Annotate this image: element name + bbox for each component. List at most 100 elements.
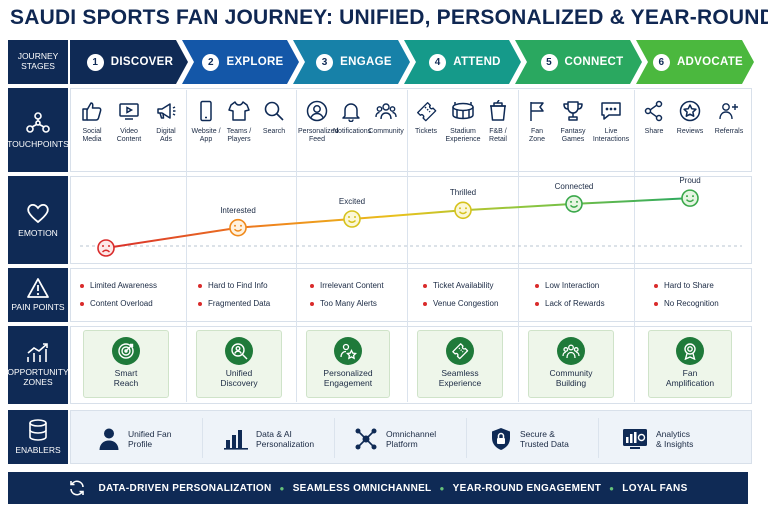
footer-banner: DATA-DRIVEN PERSONALIZATION ● SEAMLESS O… bbox=[8, 472, 748, 504]
bell-icon bbox=[342, 103, 360, 122]
stage-engage: 3 ENGAGE bbox=[303, 40, 405, 84]
opportunity-label: Smart Reach bbox=[113, 368, 139, 388]
stage-connect: 5 CONNECT bbox=[527, 40, 637, 84]
pain-point: Lack of Rewards bbox=[535, 299, 605, 308]
stage-advocate: 6 ADVOCATE bbox=[648, 40, 748, 84]
touchpoint-label: Social Media bbox=[82, 128, 102, 144]
sad-face-icon bbox=[97, 239, 115, 257]
stage-number: 6 bbox=[652, 53, 670, 71]
ticket-icon bbox=[452, 343, 469, 360]
stage-number: 3 bbox=[316, 53, 334, 71]
pain-point-text: Too Many Alerts bbox=[320, 299, 377, 308]
stage-label: ADVOCATE bbox=[676, 56, 744, 68]
group-icon bbox=[562, 344, 580, 359]
touchpoint-label: Notifications bbox=[333, 128, 372, 135]
stage-arrow-advocate bbox=[636, 40, 754, 84]
touchpoint-share: Share bbox=[636, 100, 672, 136]
user-icon bbox=[99, 428, 119, 450]
network-nodes-icon bbox=[26, 112, 50, 133]
touchpoint-fantasy-games: Fantasy Games bbox=[555, 100, 591, 145]
touchpoint-fb-retail: F&B / Retail bbox=[480, 100, 516, 145]
emotion-label: Connected bbox=[554, 181, 594, 191]
stage-arrow-connect bbox=[515, 40, 642, 84]
pain-point: Hard to Share bbox=[654, 281, 714, 290]
touchpoint-video-content: Video Content bbox=[111, 100, 147, 145]
emotion-curve bbox=[80, 189, 742, 257]
pain-point-text: Ticket Availability bbox=[433, 281, 494, 290]
pain-point: Venue Congestion bbox=[423, 299, 498, 308]
row-label-text: TOUCHPOINTS bbox=[7, 139, 69, 150]
touchpoint-live-interactions: Live Interactions bbox=[591, 100, 631, 145]
pain-point: Low Interaction bbox=[535, 281, 599, 290]
touchpoint-label: Fan Zone bbox=[529, 128, 545, 144]
stage-arrow-explore bbox=[182, 40, 299, 84]
page-title: SAUDI SPORTS FAN JOURNEY: UNIFIED, PERSO… bbox=[10, 6, 768, 29]
opportunity-community-building: Community Building bbox=[528, 330, 614, 398]
award-icon bbox=[684, 343, 696, 360]
opportunity-smart-reach: Smart Reach bbox=[83, 330, 169, 398]
row-label-emotion: EMOTION bbox=[8, 176, 68, 264]
enabler-label: Data & AI Personalization bbox=[256, 428, 315, 449]
pain-point-text: Irrelevant Content bbox=[320, 281, 384, 290]
smile-face-icon bbox=[454, 201, 472, 220]
stage-attend: 4 ATTEND bbox=[414, 40, 516, 84]
emotion-panel bbox=[70, 176, 752, 264]
stage-arrow-discover bbox=[70, 40, 188, 84]
touchpoint-label: Community bbox=[368, 128, 404, 135]
row-label-enablers: ENABLERS bbox=[8, 410, 68, 464]
touchpoint-label: Reviews bbox=[676, 128, 704, 135]
opportunity-personalized-engagement: Personalized Engagement bbox=[306, 330, 390, 398]
growth-chart-icon bbox=[27, 343, 48, 363]
emotion-label: Excited bbox=[338, 197, 366, 206]
warning-icon bbox=[27, 278, 49, 299]
network-icon bbox=[355, 428, 377, 450]
touchpoint-personalized-feed: Personalized Feed bbox=[298, 100, 339, 145]
footer-item: LOYAL FANS bbox=[622, 482, 688, 494]
column-separator bbox=[407, 90, 408, 402]
row-label-opportunity-zones: OPPORTUNITY ZONES bbox=[7, 326, 69, 404]
touchpoint-website-app: Website / App bbox=[188, 100, 224, 145]
touchpoint-label: Personalized Feed bbox=[298, 128, 339, 144]
bar-chart-icon bbox=[224, 430, 248, 450]
pain-point: Content Overload bbox=[80, 299, 153, 308]
touchpoint-label: Video Content bbox=[116, 128, 142, 144]
row-label-text: ENABLERS bbox=[15, 445, 61, 456]
stage-discover: 1 DISCOVER bbox=[78, 40, 182, 84]
smile-face-icon bbox=[229, 218, 247, 237]
search-person-icon bbox=[231, 343, 248, 360]
enabler-label: Secure & Trusted Data bbox=[520, 428, 569, 449]
pain-point-text: No Recognition bbox=[664, 299, 719, 308]
footer-item: SEAMLESS OMNICHANNEL bbox=[292, 482, 432, 494]
ticket-icon bbox=[417, 102, 437, 122]
touchpoint-label: Search bbox=[262, 128, 286, 135]
enabler-label: Omnichannel Platform bbox=[386, 428, 437, 449]
heart-icon bbox=[27, 204, 49, 224]
touchpoint-label: Live Interactions bbox=[592, 128, 630, 144]
pain-point-text: Low Interaction bbox=[545, 281, 600, 290]
footer-separator: ● bbox=[609, 483, 615, 493]
stage-number: 2 bbox=[202, 53, 220, 71]
touchpoint-teams-players: Teams / Players bbox=[221, 100, 257, 145]
enabler-separator bbox=[466, 418, 467, 458]
stadium-icon bbox=[452, 102, 474, 120]
pain-point: Too Many Alerts bbox=[310, 299, 377, 308]
thumbs-up-icon bbox=[82, 102, 102, 121]
trophy-icon bbox=[563, 101, 583, 121]
emotion-label: Proud bbox=[679, 176, 701, 186]
touchpoint-label: Teams / Players bbox=[226, 128, 252, 144]
touchpoint-notifications: Notifications bbox=[333, 100, 372, 136]
smile-face-icon bbox=[343, 210, 361, 228]
pain-point: No Recognition bbox=[654, 299, 719, 308]
touchpoint-label: Share bbox=[644, 128, 664, 135]
opportunity-label: Community Building bbox=[549, 368, 593, 388]
enabler-separator bbox=[334, 418, 335, 458]
stage-label: DISCOVER bbox=[110, 56, 174, 68]
opportunity-label: Fan Amplification bbox=[665, 368, 715, 388]
emotion-label: Interested bbox=[220, 205, 256, 215]
touchpoint-community: Community bbox=[368, 100, 404, 136]
pain-point-text: Hard to Share bbox=[664, 281, 714, 290]
stage-label: EXPLORE bbox=[226, 56, 284, 68]
footer-separator: ● bbox=[439, 483, 445, 493]
pain-point: Limited Awareness bbox=[80, 281, 157, 290]
